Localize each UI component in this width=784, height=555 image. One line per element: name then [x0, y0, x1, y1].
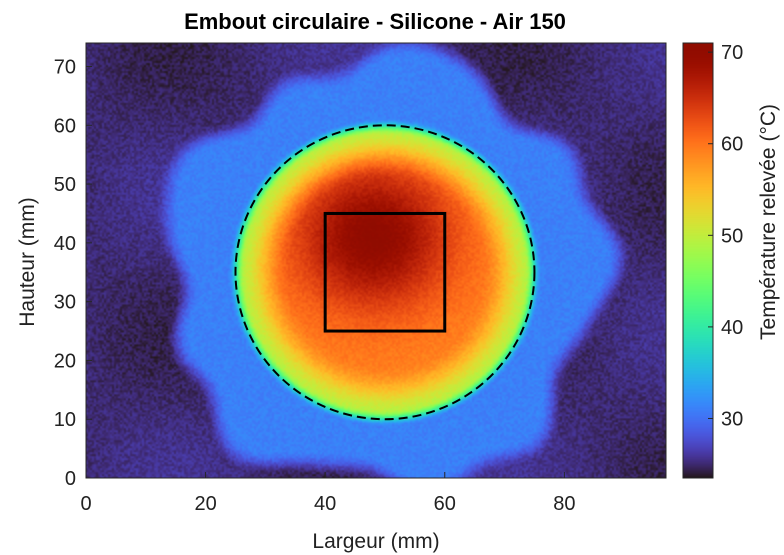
colorbar-tick-label: 40	[721, 317, 743, 339]
y-tick-label: 20	[54, 350, 76, 372]
y-tick-label: 0	[65, 468, 76, 490]
x-tick-label: 60	[434, 493, 456, 515]
plot-frame	[85, 42, 667, 479]
y-axis-label: Hauteur (mm)	[16, 197, 39, 327]
x-tick-label: 20	[194, 493, 216, 515]
colorbar-gradient	[683, 43, 713, 478]
x-tick-label: 80	[553, 493, 575, 515]
measurement-rectangle	[323, 211, 447, 333]
x-axis: 0 20 40 60 80	[80, 472, 575, 515]
chart-title: Embout circulaire - Silicone - Air 150	[184, 9, 566, 34]
y-tick-label: 50	[54, 174, 76, 196]
plot-area: 0 20 40 60 80 0 10 20 30 40 50 60 70	[54, 42, 667, 515]
y-tick-label: 30	[54, 292, 76, 314]
colorbar-label: Température relevée (°C)	[757, 104, 780, 340]
colorbar-tick-label: 50	[721, 225, 743, 247]
colorbar-tick-label: 60	[721, 134, 743, 156]
colorbar-frame	[682, 42, 714, 479]
y-tick-label: 40	[54, 233, 76, 255]
x-axis-label: Largeur (mm)	[312, 530, 439, 553]
x-tick-label: 0	[80, 493, 91, 515]
y-tick-label: 10	[54, 409, 76, 431]
heatmap-image	[86, 43, 666, 478]
y-tick-label: 70	[54, 57, 76, 79]
colorbar: 30 40 50 60 70	[682, 42, 743, 479]
x-tick-label: 40	[314, 493, 336, 515]
dashed-circle	[234, 124, 536, 421]
colorbar-tick-label: 30	[721, 408, 743, 430]
y-tick-label: 60	[54, 115, 76, 137]
y-axis: 0 10 20 30 40 50 60 70	[54, 57, 92, 490]
colorbar-tick-label: 70	[721, 42, 743, 64]
